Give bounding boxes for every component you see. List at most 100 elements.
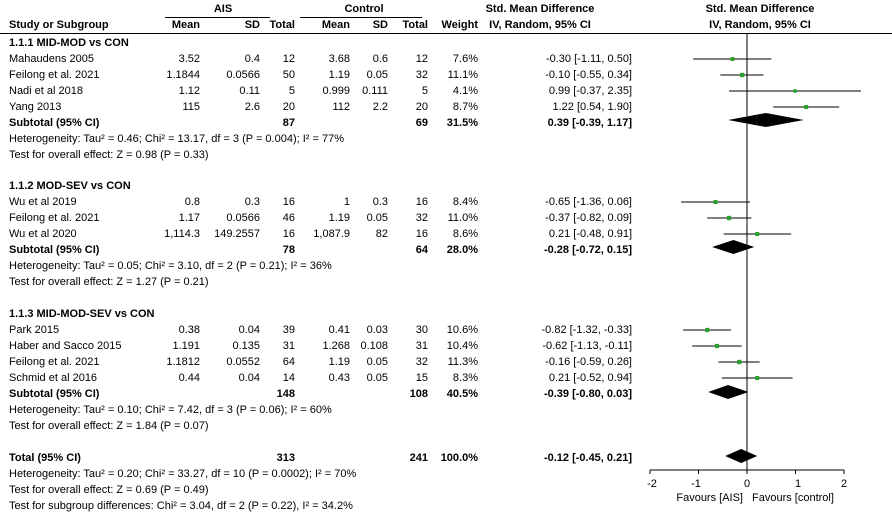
subtotal-n2: 108 bbox=[409, 388, 428, 400]
weight: 8.7% bbox=[452, 101, 478, 113]
smd-title: Std. Mean Difference bbox=[485, 3, 595, 15]
mean2: 0.43 bbox=[328, 372, 350, 384]
sd2: 0.108 bbox=[360, 340, 388, 352]
sd2: 2.2 bbox=[372, 101, 388, 113]
sd1: 0.0566 bbox=[226, 212, 260, 224]
mean1: 1.1844 bbox=[166, 69, 200, 81]
mean1: 1.17 bbox=[178, 212, 200, 224]
mean2: 1.268 bbox=[322, 340, 350, 352]
mean1: 1.12 bbox=[178, 85, 200, 97]
overall-effect-text: Test for overall effect: Z = 1.27 (P = 0… bbox=[9, 276, 209, 288]
point-estimate bbox=[755, 231, 760, 237]
total2: 12 bbox=[415, 53, 428, 65]
mean2: 1 bbox=[343, 196, 350, 208]
total-weight: 100.0% bbox=[440, 452, 478, 464]
mean2: 0.41 bbox=[328, 324, 350, 336]
heterogeneity-text: Heterogeneity: Tau² = 0.05; Chi² = 3.10,… bbox=[9, 260, 332, 272]
group2-rule bbox=[300, 17, 422, 18]
weight: 8.3% bbox=[452, 372, 478, 384]
point-estimate bbox=[739, 72, 745, 78]
total1: 39 bbox=[282, 324, 295, 336]
study-name: Feilong et al. 2021 bbox=[9, 69, 100, 81]
total-label: Total (95% CI) bbox=[9, 452, 81, 464]
total-n2: 241 bbox=[409, 452, 428, 464]
study-name: Wu et al 2019 bbox=[9, 196, 77, 208]
study-name: Haber and Sacco 2015 bbox=[9, 340, 122, 352]
pooled-diamond bbox=[712, 240, 755, 254]
smd-ci: -0.65 [-1.36, 0.06] bbox=[545, 196, 632, 208]
smd-ci: -0.16 [-0.59, 0.26] bbox=[545, 356, 632, 368]
total2: 15 bbox=[415, 372, 428, 384]
sd2: 82 bbox=[375, 228, 388, 240]
study-name: Feilong et al. 2021 bbox=[9, 212, 100, 224]
sd2: 0.03 bbox=[366, 324, 388, 336]
subtotal-n2: 69 bbox=[415, 117, 428, 129]
sd1: 0.0552 bbox=[226, 356, 260, 368]
plot-title: Std. Mean Difference bbox=[705, 3, 815, 15]
subtotal-label: Subtotal (95% CI) bbox=[9, 388, 100, 400]
subtotal-n2: 64 bbox=[415, 244, 428, 256]
study-name: Feilong et al. 2021 bbox=[9, 356, 100, 368]
mean2-header: Mean bbox=[321, 19, 350, 31]
favours-ais-label: Favours [AIS] bbox=[676, 492, 743, 504]
group1-rule bbox=[165, 17, 270, 18]
subtotal-weight: 40.5% bbox=[446, 388, 478, 400]
smd-ci: -0.82 [-1.32, -0.33] bbox=[541, 324, 633, 336]
x-tick-label: 0 bbox=[743, 478, 751, 490]
subgroup-title: 1.1.1 MID-MOD vs CON bbox=[9, 37, 129, 49]
study-name: Yang 2013 bbox=[9, 101, 62, 113]
mean1: 115 bbox=[182, 101, 200, 113]
subtotal-n1: 78 bbox=[282, 244, 295, 256]
mean2: 1.19 bbox=[328, 212, 350, 224]
sd2: 0.05 bbox=[366, 356, 388, 368]
subgroup-title: 1.1.2 MOD-SEV vs CON bbox=[9, 180, 131, 192]
subtotal-weight: 28.0% bbox=[446, 244, 478, 256]
mean1-header: Mean bbox=[171, 19, 200, 31]
mean1: 3.52 bbox=[178, 53, 200, 65]
sd1: 0.11 bbox=[239, 85, 260, 97]
mean2: 1.19 bbox=[328, 69, 350, 81]
weight: 10.4% bbox=[446, 340, 478, 352]
sd1-header: SD bbox=[244, 19, 260, 31]
total2: 5 bbox=[421, 85, 428, 97]
point-estimate bbox=[714, 343, 720, 349]
x-tick-label: -1 bbox=[691, 478, 701, 490]
subgroup-title: 1.1.3 MID-MOD-SEV vs CON bbox=[9, 308, 155, 320]
overall-effect-text: Test for overall effect: Z = 0.98 (P = 0… bbox=[9, 149, 209, 161]
study-name: Nadi et al 2018 bbox=[9, 85, 83, 97]
sd2: 0.111 bbox=[362, 85, 388, 97]
total1: 5 bbox=[288, 85, 295, 97]
mean1: 0.44 bbox=[178, 372, 200, 384]
total1: 14 bbox=[282, 372, 295, 384]
sd2-header: SD bbox=[372, 19, 388, 31]
subtotal-weight: 31.5% bbox=[446, 117, 478, 129]
study-name: Mahaudens 2005 bbox=[9, 53, 95, 65]
point-estimate bbox=[713, 199, 718, 205]
point-estimate bbox=[730, 57, 735, 61]
sd1: 0.04 bbox=[238, 372, 260, 384]
sd1: 0.0566 bbox=[226, 69, 260, 81]
favours-control-label: Favours [control] bbox=[752, 492, 834, 504]
pooled-diamond bbox=[708, 385, 749, 399]
sd1: 149.2557 bbox=[214, 228, 260, 240]
total1: 50 bbox=[282, 69, 295, 81]
total2: 31 bbox=[415, 340, 428, 352]
point-estimate bbox=[705, 327, 710, 333]
smd-ci: 1.22 [0.54, 1.90] bbox=[552, 101, 632, 113]
subtotal-n1: 87 bbox=[282, 117, 295, 129]
smd-ci: -0.37 [-0.82, 0.09] bbox=[545, 212, 632, 224]
total1: 16 bbox=[282, 228, 295, 240]
weight: 7.6% bbox=[452, 53, 478, 65]
total2: 32 bbox=[415, 69, 428, 81]
total2: 32 bbox=[415, 212, 428, 224]
group2-header: Control bbox=[344, 3, 384, 15]
total1: 31 bbox=[282, 340, 295, 352]
study-col-header: Study or Subgroup bbox=[9, 19, 109, 31]
header-rule bbox=[0, 33, 892, 34]
plot-method: IV, Random, 95% CI bbox=[709, 19, 811, 31]
mean2: 3.68 bbox=[328, 53, 350, 65]
subtotal-ci: -0.39 [-0.80, 0.03] bbox=[543, 388, 632, 400]
total1: 46 bbox=[282, 212, 295, 224]
weight: 11.1% bbox=[447, 69, 478, 81]
point-estimate bbox=[737, 359, 742, 365]
